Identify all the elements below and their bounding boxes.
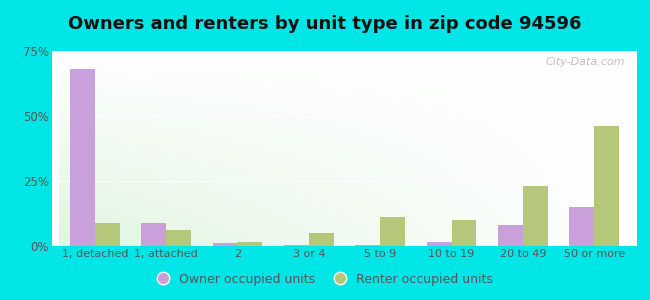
Bar xyxy=(426,242,452,246)
Bar xyxy=(498,225,523,246)
Legend: Owner occupied units, Renter occupied units: Owner occupied units, Renter occupied un… xyxy=(151,268,499,291)
Bar xyxy=(166,230,191,246)
Text: City-Data.com: City-Data.com xyxy=(546,57,625,67)
Bar xyxy=(380,218,405,246)
Bar xyxy=(569,207,594,246)
Text: Owners and renters by unit type in zip code 94596: Owners and renters by unit type in zip c… xyxy=(68,15,582,33)
Bar xyxy=(523,186,548,246)
Bar xyxy=(309,233,334,246)
Bar xyxy=(452,220,476,246)
Bar xyxy=(141,223,166,246)
Bar xyxy=(70,69,95,246)
Bar xyxy=(284,245,309,246)
Bar xyxy=(594,126,619,246)
Bar xyxy=(237,242,263,246)
Bar xyxy=(95,223,120,246)
Bar xyxy=(213,243,237,246)
Bar xyxy=(355,245,380,246)
